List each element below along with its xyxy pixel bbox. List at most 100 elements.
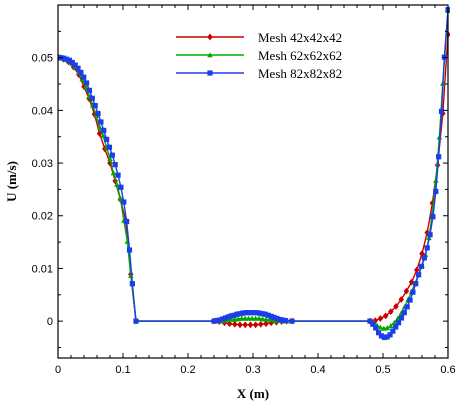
data-point <box>404 304 410 310</box>
data-point <box>375 330 382 336</box>
data-point <box>280 317 286 323</box>
data-point <box>382 312 389 320</box>
data-point <box>84 80 90 86</box>
data-point <box>245 315 252 321</box>
data-point <box>427 232 433 238</box>
data-point <box>396 320 402 326</box>
data-point <box>234 311 240 317</box>
y-axis-title: U (m/s) <box>4 161 19 202</box>
data-point <box>81 74 87 80</box>
data-point <box>226 320 233 328</box>
data-point <box>63 56 70 62</box>
data-point <box>117 195 124 201</box>
data-point <box>378 333 385 339</box>
data-point <box>72 62 78 68</box>
data-point <box>388 323 394 329</box>
data-point <box>289 318 295 324</box>
data-point <box>95 110 101 117</box>
data-point <box>78 69 84 76</box>
data-point <box>75 65 81 71</box>
data-point <box>69 59 75 66</box>
data-point <box>274 315 280 322</box>
data-point <box>118 184 124 190</box>
legend-label-42: Mesh 42x42x42 <box>258 30 342 45</box>
y-tick-label: 0.04 <box>32 105 53 117</box>
x-axis-title: X (m) <box>237 386 269 401</box>
data-point <box>418 263 425 269</box>
data-point <box>248 310 254 316</box>
legend-label-82: Mesh 82x82x82 <box>258 66 342 81</box>
data-point <box>240 310 246 316</box>
data-point <box>214 317 220 324</box>
legend-marker-82 <box>207 70 213 76</box>
data-point <box>414 266 420 274</box>
data-point <box>372 317 378 324</box>
legend-label-62: Mesh 62x62x62 <box>258 48 342 63</box>
x-tick-label: 0.5 <box>375 364 390 376</box>
data-point <box>271 314 277 321</box>
data-point <box>66 57 73 63</box>
data-point <box>268 313 274 319</box>
data-point <box>104 136 110 142</box>
data-point <box>110 170 117 176</box>
data-point <box>232 320 238 328</box>
data-point <box>263 320 269 328</box>
data-point <box>424 245 430 251</box>
data-point <box>430 214 436 220</box>
data-point <box>381 334 387 341</box>
x-tick-label: 0.1 <box>115 364 130 376</box>
data-point <box>109 152 115 158</box>
legend-entry-42: Mesh 42x42x42 <box>176 30 342 45</box>
data-point <box>410 289 416 295</box>
data-point <box>219 316 226 322</box>
ticks-layer: 0 0.1 0.2 0.3 0.4 0.5 0.6 0 0.01 0.02 0.03 0.04 0.05 <box>32 5 456 376</box>
data-point <box>407 297 413 303</box>
data-point <box>101 127 107 133</box>
data-point <box>133 318 139 324</box>
data-point <box>401 310 407 316</box>
y-tick-label: 0.01 <box>32 263 53 275</box>
data-point <box>262 311 269 317</box>
data-point <box>384 334 390 340</box>
data-point <box>107 156 113 162</box>
series-62 <box>58 7 450 331</box>
data-point <box>391 319 398 325</box>
data-point <box>81 83 87 91</box>
data-point <box>242 321 248 329</box>
legend-entry-62: Mesh 62x62x62 <box>176 48 342 63</box>
data-point <box>377 315 384 322</box>
series-42 <box>58 31 450 329</box>
data-point <box>100 132 106 138</box>
data-point <box>256 315 262 321</box>
data-point <box>390 328 396 334</box>
data-point <box>259 316 266 322</box>
x-tick-label: 0.3 <box>245 364 260 376</box>
data-point <box>89 95 95 101</box>
data-point <box>211 318 217 324</box>
data-point <box>222 315 229 321</box>
data-point <box>388 308 394 316</box>
legend-marker-42 <box>207 33 213 41</box>
data-point <box>124 218 130 225</box>
series-layer <box>58 7 450 341</box>
data-point <box>129 281 135 287</box>
y-tick-label: 0 <box>47 316 53 328</box>
data-point <box>393 324 399 330</box>
data-point <box>92 103 98 109</box>
data-point <box>441 54 447 60</box>
data-point <box>252 321 259 329</box>
data-point <box>242 310 249 316</box>
data-point <box>245 310 251 316</box>
data-point <box>413 281 419 287</box>
data-point <box>367 318 373 324</box>
data-point <box>438 108 445 115</box>
data-point <box>282 317 289 324</box>
data-point <box>217 317 223 323</box>
series-82 <box>58 7 450 341</box>
data-point <box>265 312 271 318</box>
y-tick-label: 0.03 <box>32 158 53 170</box>
data-point <box>86 87 93 93</box>
data-point <box>377 324 384 330</box>
data-point <box>106 144 113 150</box>
